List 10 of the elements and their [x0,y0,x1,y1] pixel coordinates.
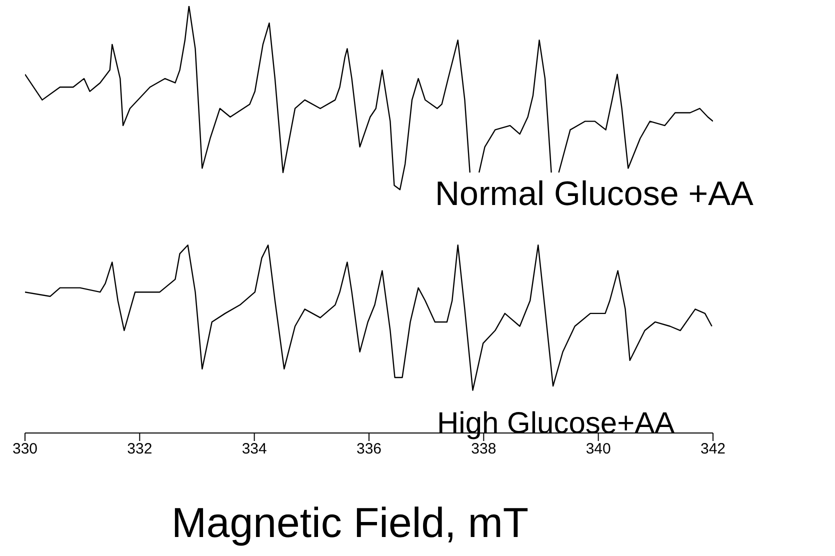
x-tick-label: 332 [127,440,152,458]
series-label: High Glucose+AA [437,407,675,440]
x-tick-label: 334 [242,440,267,458]
x-axis-title: Magnetic Field, mT [170,498,530,548]
series-label: Normal Glucose +AA [435,174,754,214]
x-tick-label: 338 [471,440,496,458]
x-tick-label: 340 [586,440,611,458]
x-tick-label: 336 [356,440,382,458]
x-tick-label: 342 [700,440,726,458]
x-tick-label: 330 [12,440,38,458]
